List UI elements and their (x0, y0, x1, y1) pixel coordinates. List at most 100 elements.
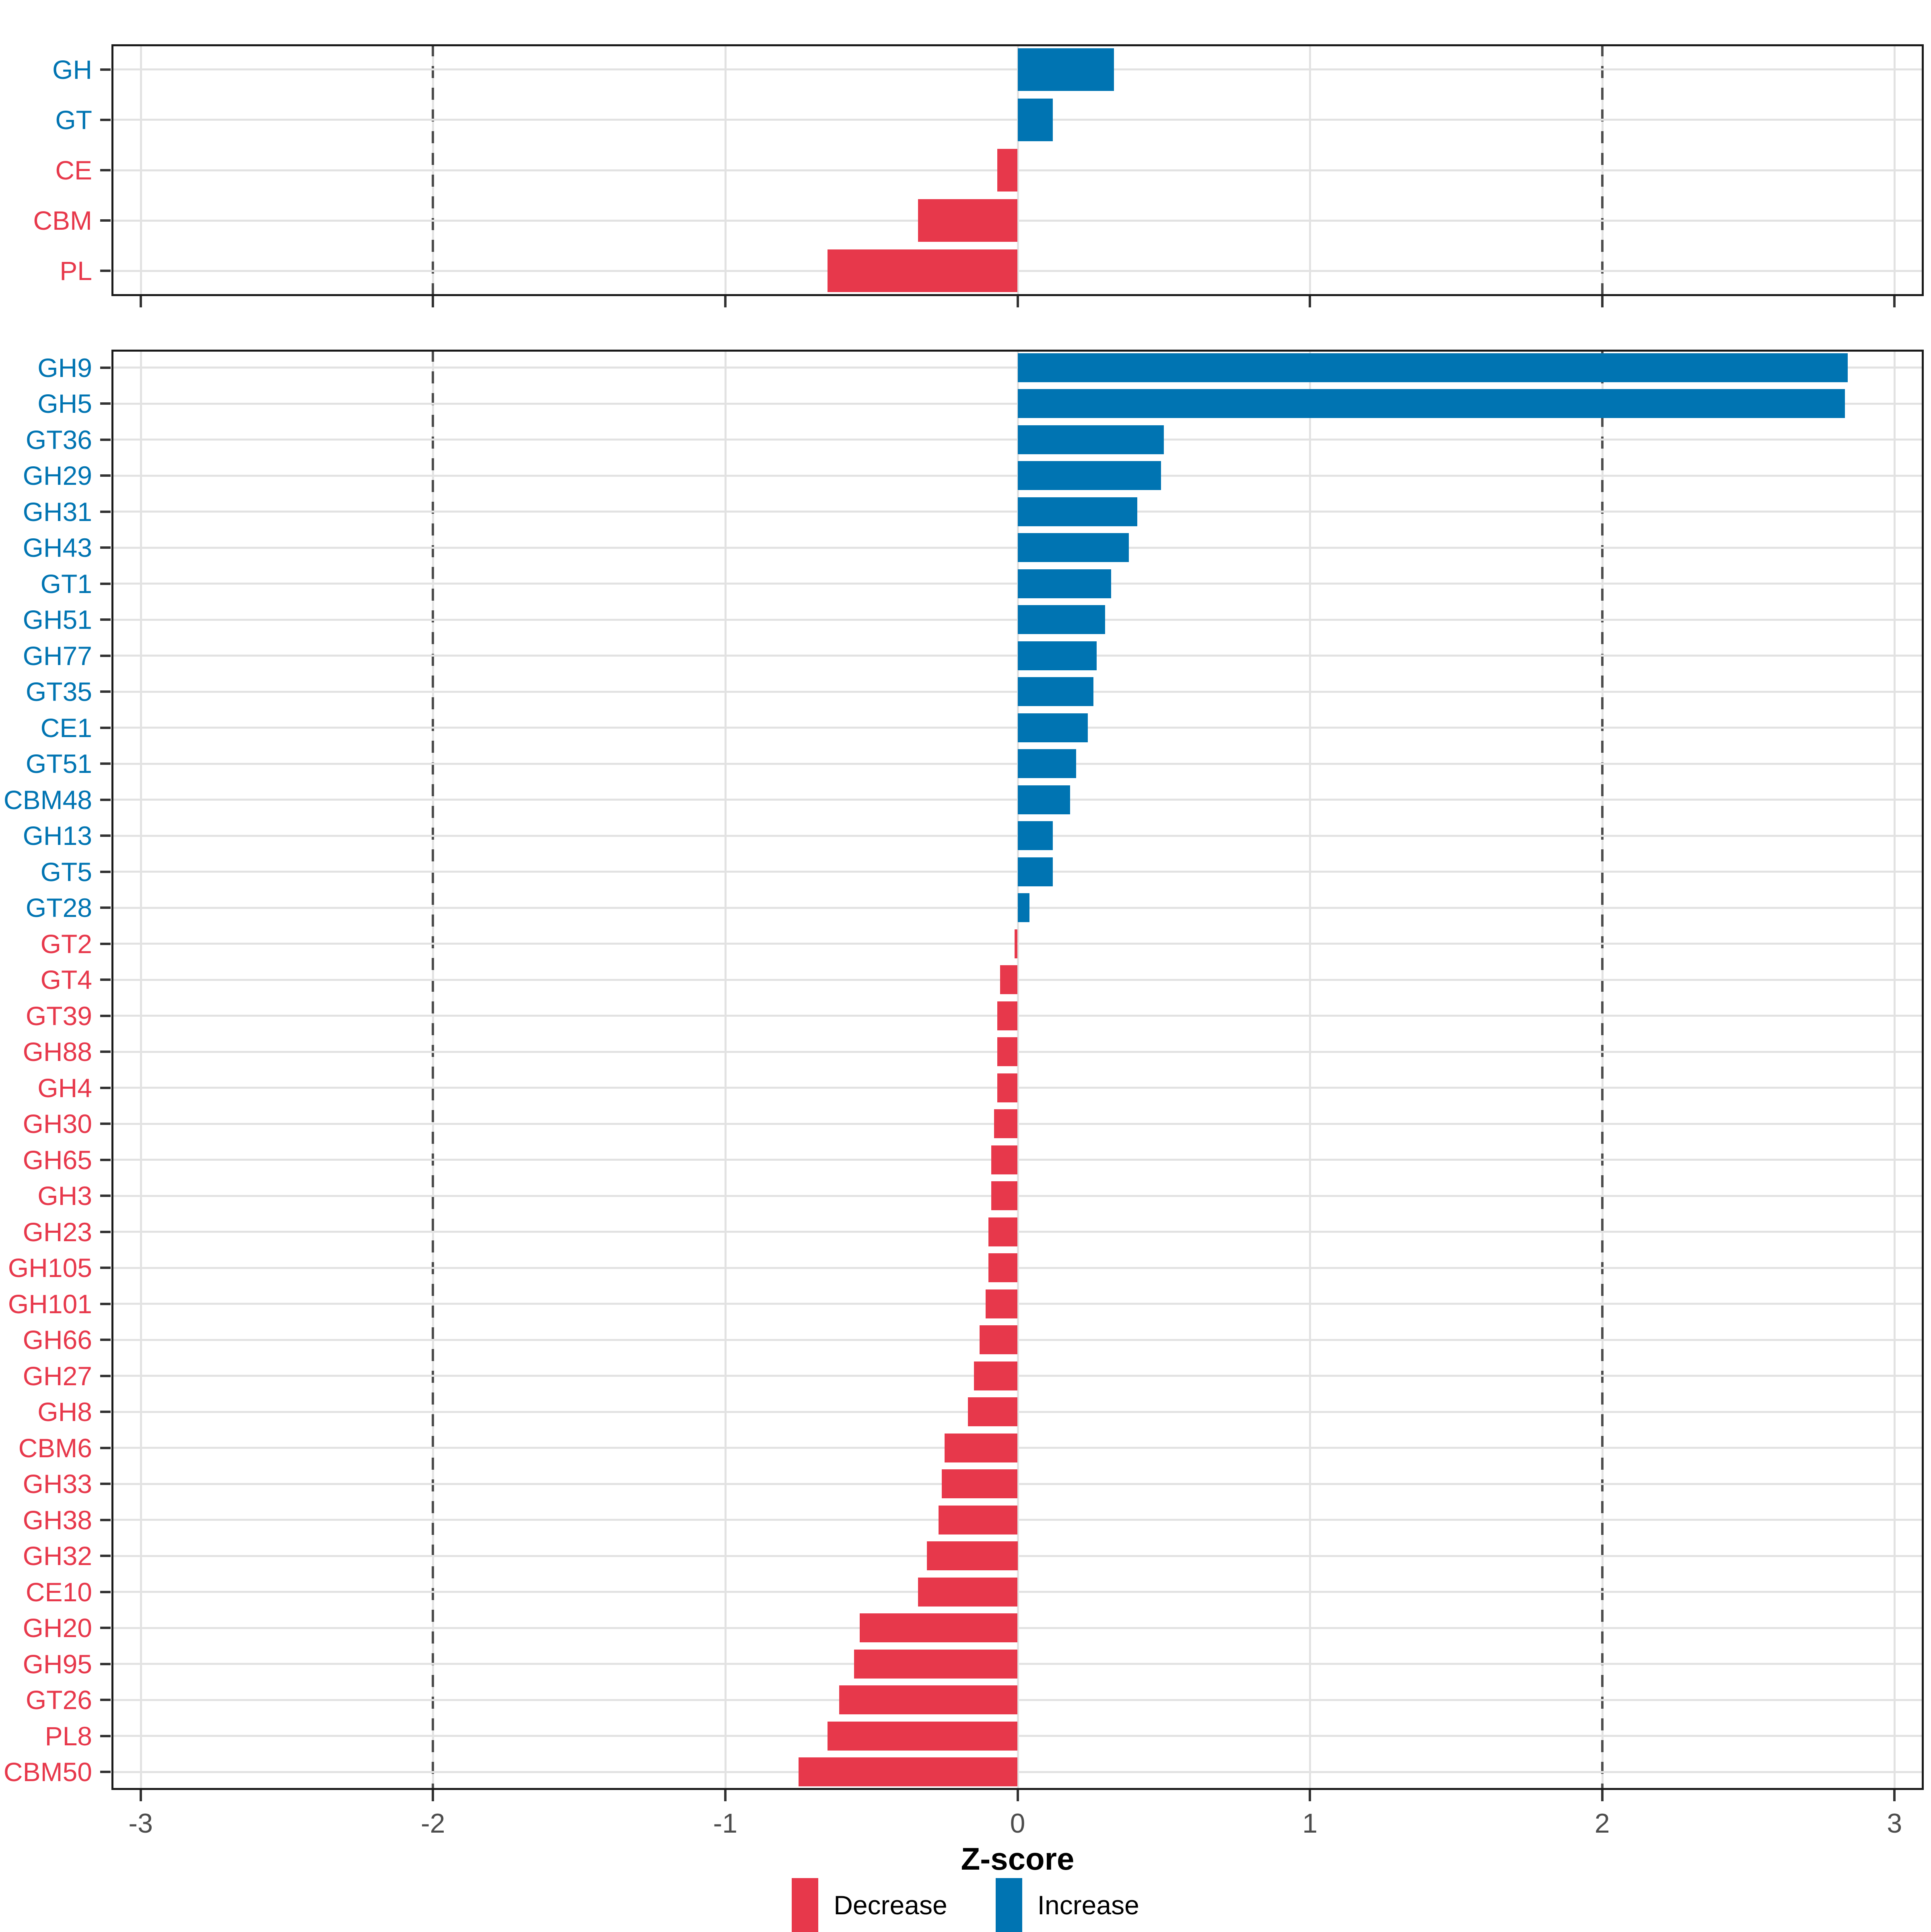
row-gridline (111, 1339, 1924, 1341)
bar-GH65 (991, 1145, 1018, 1174)
row-gridline (111, 1771, 1924, 1773)
bar-GH27 (974, 1361, 1018, 1390)
y-tick (100, 726, 111, 729)
category-label-GH23: GH23 (23, 1217, 92, 1247)
bar-GT26 (839, 1685, 1018, 1715)
y-tick (100, 654, 111, 657)
bar-GH30 (994, 1109, 1018, 1139)
y-tick (100, 1374, 111, 1377)
category-label-CE: CE (55, 155, 92, 185)
bar-GH23 (988, 1217, 1018, 1246)
legend-label-increase: Increase (1037, 1890, 1139, 1920)
category-label-CBM: CBM (33, 206, 92, 236)
decrease-swatch-icon (792, 1878, 819, 1932)
y-tick (100, 1555, 111, 1557)
y-tick (100, 1302, 111, 1305)
category-label-GT2: GT2 (40, 929, 92, 959)
y-tick (100, 1411, 111, 1413)
category-label-GH66: GH66 (23, 1325, 92, 1355)
x-gridline (1017, 350, 1019, 1790)
bar-GH88 (997, 1037, 1018, 1067)
category-label-GH65: GH65 (23, 1145, 92, 1175)
y-tick (100, 546, 111, 549)
bar-GH5 (1017, 389, 1845, 418)
category-label-CE10: CE10 (25, 1577, 92, 1607)
y-tick (100, 1699, 111, 1701)
bar-GH43 (1017, 533, 1129, 562)
increase-swatch-icon (995, 1878, 1022, 1932)
category-label-CBM6: CBM6 (18, 1433, 92, 1463)
x-tick (1893, 296, 1896, 307)
bar-GT28 (1017, 893, 1029, 923)
threshold-dashline (432, 350, 434, 1790)
category-label-GH9: GH9 (37, 352, 92, 383)
category-label-GT36: GT36 (25, 424, 92, 455)
category-label-GT51: GT51 (25, 749, 92, 779)
bar-GH9 (1017, 353, 1848, 382)
row-gridline (111, 1375, 1924, 1377)
y-tick (100, 1195, 111, 1197)
category-label-GT39: GT39 (25, 1001, 92, 1031)
bar-GH13 (1017, 821, 1053, 851)
y-tick (100, 906, 111, 909)
bar-GT35 (1017, 677, 1094, 706)
row-gridline (111, 1267, 1924, 1269)
bar-GH32 (927, 1541, 1018, 1571)
category-label-GH: GH (52, 54, 92, 84)
y-tick (100, 1086, 111, 1089)
bar-GT39 (997, 1001, 1018, 1030)
category-label-GH31: GH31 (23, 496, 92, 527)
category-label-GH33: GH33 (23, 1469, 92, 1499)
y-tick (100, 1267, 111, 1269)
x-tick (1309, 1790, 1311, 1801)
bar-GH33 (941, 1469, 1018, 1499)
y-tick (100, 270, 111, 272)
y-tick (100, 169, 111, 171)
y-tick (100, 510, 111, 513)
y-tick (100, 474, 111, 477)
legend-item-increase: Increase (995, 1878, 1139, 1932)
x-tick-label: 2 (1594, 1808, 1610, 1839)
x-tick (1309, 296, 1311, 307)
row-gridline (111, 1663, 1924, 1665)
bar-GH66 (980, 1325, 1018, 1355)
y-tick (100, 1734, 111, 1737)
bar-GT2 (1015, 929, 1018, 958)
category-label-GH20: GH20 (23, 1613, 92, 1643)
x-tick-label: 1 (1302, 1808, 1318, 1839)
x-tick (432, 296, 434, 307)
bar-CBM48 (1017, 785, 1070, 814)
x-tick-label: -3 (128, 1808, 153, 1839)
row-gridline (111, 1555, 1924, 1557)
y-tick (100, 1050, 111, 1053)
panel-class (111, 44, 1924, 296)
category-label-GT4: GT4 (40, 965, 92, 995)
y-tick (100, 1771, 111, 1773)
row-gridline (111, 1699, 1924, 1701)
bar-CE10 (918, 1577, 1018, 1607)
y-tick (100, 1590, 111, 1593)
y-tick (100, 1446, 111, 1449)
row-gridline (111, 1447, 1924, 1449)
category-label-GH30: GH30 (23, 1109, 92, 1139)
bar-GH101 (985, 1289, 1018, 1318)
y-tick (100, 1518, 111, 1521)
x-tick (1016, 1790, 1019, 1801)
category-label-CBM48: CBM48 (3, 785, 92, 815)
bar-CE1 (1017, 713, 1088, 742)
y-tick (100, 834, 111, 837)
bar-GH (1017, 48, 1114, 91)
row-gridline (111, 1303, 1924, 1305)
y-tick (100, 1014, 111, 1017)
y-tick (100, 582, 111, 585)
row-gridline (111, 1483, 1924, 1485)
y-tick (100, 1483, 111, 1485)
category-label-GH51: GH51 (23, 605, 92, 635)
y-tick (100, 1230, 111, 1233)
category-label-GH13: GH13 (23, 821, 92, 851)
row-gridline (111, 1195, 1924, 1197)
category-label-GH4: GH4 (37, 1073, 92, 1103)
y-tick (100, 978, 111, 981)
category-label-GT5: GT5 (40, 857, 92, 887)
